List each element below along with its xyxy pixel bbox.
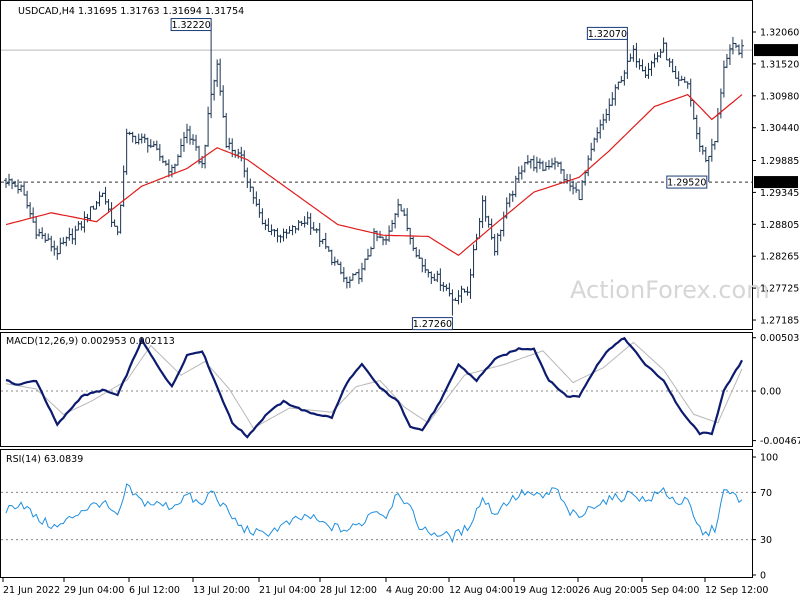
time-axis-label: 28 Jul 12:00	[320, 585, 377, 596]
annotation-label: 1.32070	[588, 29, 627, 40]
price-axis-label: 1.27725	[760, 284, 799, 295]
current-price-box	[754, 44, 798, 57]
rsi-axis-label: 70	[760, 488, 772, 499]
time-axis-label: 26 Aug 20:00	[578, 585, 642, 596]
price-axis-label: 1.31520	[760, 59, 799, 70]
rsi-axis-label: 0	[760, 571, 766, 582]
price-axis-label: 1.29885	[760, 156, 799, 167]
price-axis-label: 1.30440	[760, 123, 799, 134]
price-annotation: 1.29520	[666, 175, 708, 189]
time-axis-label: 5 Sep 04:00	[642, 585, 699, 596]
annotation-box	[586, 26, 628, 40]
time-axis-label: 4 Aug 20:00	[386, 585, 444, 596]
rsi-axis-label: 30	[760, 535, 772, 546]
macd-main-line	[5, 336, 743, 439]
current-price-label: 1.31754	[756, 46, 795, 57]
price-axis-label: 1.30980	[760, 91, 799, 102]
rsi-label: RSI(14) 63.0839	[6, 454, 83, 465]
annotation-label: 1.32220	[171, 20, 210, 31]
rsi-axis-label: 100	[760, 453, 778, 464]
price-axis-label: 1.32060	[760, 27, 799, 38]
time-axis-label: 13 Jul 20:00	[193, 585, 250, 596]
level-price-box	[754, 176, 798, 189]
annotation-box	[666, 175, 708, 189]
time-axis-label: 29 Jun 04:00	[64, 585, 124, 596]
annotation-box	[170, 18, 212, 32]
macd-pane	[0, 332, 753, 447]
macd-axis-label: 0.00	[760, 387, 781, 398]
symbol-header: USDCAD,H4 1.31695 1.31763 1.31694 1.3175…	[18, 6, 244, 17]
time-axis-label: 12 Aug 04:00	[449, 585, 513, 596]
price-axis-label: 1.28265	[760, 252, 799, 263]
annotation-box	[411, 317, 453, 331]
rsi-line	[5, 483, 743, 544]
watermark-text: ActionForex.com	[570, 276, 770, 304]
time-axis-label: 21 Jul 04:00	[259, 585, 316, 596]
annotation-label: 1.27260	[413, 319, 452, 330]
price-annotation: 1.27260	[411, 317, 453, 331]
time-axis-label: 6 Jul 12:00	[129, 585, 180, 596]
annotation-label: 1.29520	[667, 178, 706, 189]
macd-signal-line	[5, 341, 743, 429]
price-axis-label: 1.28805	[760, 220, 799, 231]
time-axis-label: 21 Jun 2022	[3, 585, 60, 596]
macd-label: MACD(12,26,9) 0.002953 0.002113	[6, 336, 175, 347]
macd-axis-label: 0.005037	[760, 333, 800, 344]
time-axis-label: 19 Aug 12:00	[514, 585, 578, 596]
moving-average-line	[5, 93, 743, 257]
price-axis-label: 1.27185	[760, 316, 799, 327]
time-axis-label: 12 Sep 12:00	[705, 585, 768, 596]
price-annotation: 1.32070	[586, 26, 628, 40]
rsi-pane	[0, 449, 753, 578]
level-price-label: 1.29520	[756, 178, 795, 189]
price-annotation: 1.32220	[170, 18, 212, 32]
macd-axis-label: -0.004678	[760, 436, 800, 447]
price-axis-label: 1.29345	[760, 188, 799, 199]
